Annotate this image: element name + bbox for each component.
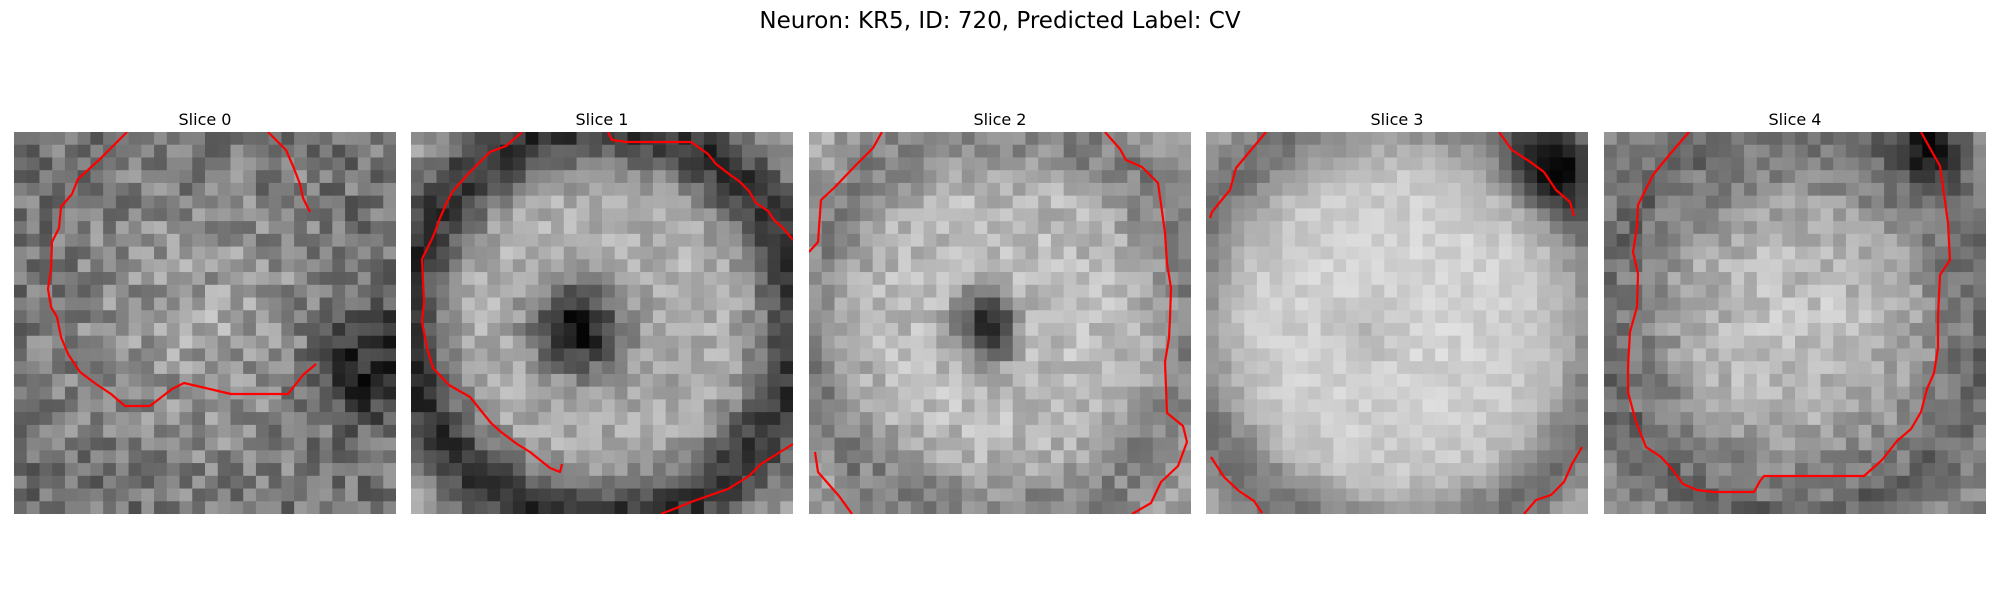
contour-line-2 bbox=[1210, 456, 1263, 514]
contour-line-3 bbox=[1523, 446, 1583, 514]
contour-line-1 bbox=[607, 132, 793, 241]
contour-line-0 bbox=[1208, 132, 1267, 219]
slice-panel-2: Slice 2 bbox=[809, 108, 1191, 514]
slice-title-0: Slice 0 bbox=[178, 110, 232, 129]
slice-panel-3: Slice 3 bbox=[1206, 108, 1588, 514]
slice-panel-4: Slice 4 bbox=[1604, 108, 1986, 514]
contour-line-1 bbox=[267, 132, 311, 213]
slice-image-4 bbox=[1604, 132, 1986, 514]
figure-title: Neuron: KR5, ID: 720, Predicted Label: C… bbox=[759, 8, 1241, 34]
slice-panel-0: Slice 0 bbox=[14, 108, 396, 514]
slice-image-2 bbox=[809, 132, 1191, 514]
slice-panel-1: Slice 1 bbox=[411, 108, 793, 514]
contour-line-0 bbox=[809, 132, 883, 253]
contour-line-2 bbox=[813, 451, 853, 514]
slice-image-1 bbox=[411, 132, 793, 514]
slice-title-4: Slice 4 bbox=[1768, 110, 1822, 129]
contour-line-2 bbox=[660, 443, 793, 514]
slice-image-0 bbox=[14, 132, 396, 514]
slice-title-2: Slice 2 bbox=[973, 110, 1027, 129]
contour-line-0 bbox=[1626, 132, 1952, 494]
contour-line-0 bbox=[46, 132, 317, 408]
slice-title-3: Slice 3 bbox=[1370, 110, 1424, 129]
slice-image-3 bbox=[1206, 132, 1588, 514]
contour-line-0 bbox=[420, 132, 564, 474]
contour-line-1 bbox=[1104, 132, 1189, 514]
slice-title-1: Slice 1 bbox=[575, 110, 629, 129]
contour-line-1 bbox=[1498, 132, 1576, 217]
